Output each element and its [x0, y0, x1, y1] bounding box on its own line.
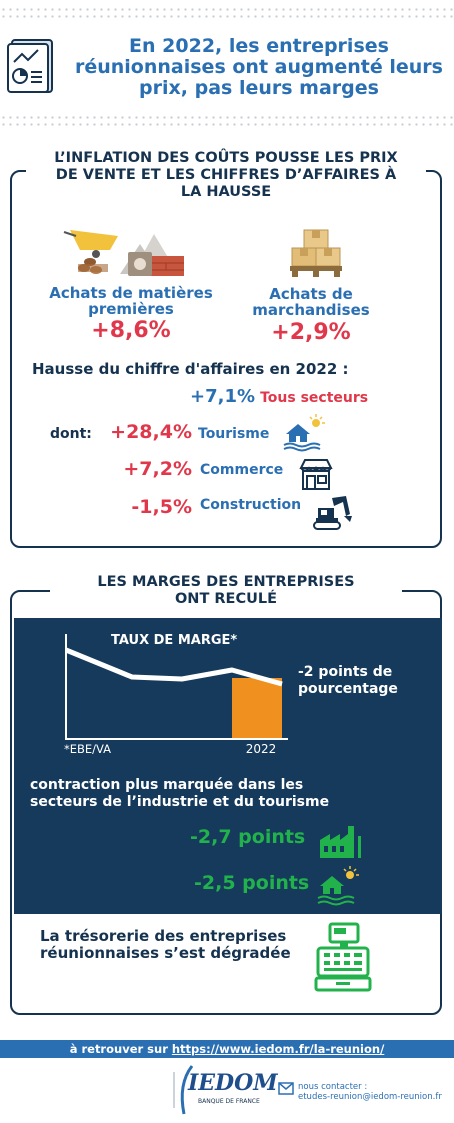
construction-value: -1,5%: [131, 496, 192, 518]
all-sectors-value: +7,1%: [190, 386, 256, 407]
dont-label: dont:: [50, 426, 92, 442]
contact-email[interactable]: etudes-reunion@iedom-reunion.fr: [298, 1092, 442, 1102]
iedom-logo-subtext: BANQUE DE FRANCE: [198, 1098, 260, 1105]
footer-prefix: à retrouver sur: [69, 1042, 172, 1056]
label-line: Achats de: [269, 285, 353, 303]
tourism-icon: [283, 414, 325, 452]
section-title-line: DE VENTE ET LES CHIFFRES D’AFFAIRES À: [55, 167, 397, 183]
dots-divider-top: [0, 6, 454, 22]
tourism-label: Tourisme: [198, 426, 270, 442]
boxes-icon: [290, 229, 342, 277]
iedom-logo: IEDOM BANQUE DE FRANCE: [168, 1064, 278, 1116]
treasury-text: La trésorerie des entreprises réunionnai…: [40, 928, 320, 962]
iedom-logo-mark: [173, 1065, 194, 1115]
all-sectors-row: +7,1% Tous secteurs: [190, 386, 440, 407]
label-line: marchandises: [252, 301, 370, 319]
construction-label: Construction: [200, 497, 302, 513]
goods-label: Achats de marchandises: [226, 286, 396, 318]
shop-icon: [299, 459, 333, 490]
iedom-logo-text: IEDOM: [188, 1070, 278, 1096]
treasury-line: réunionnaises s’est dégradée: [40, 944, 291, 962]
tourism-icon: [317, 866, 359, 906]
title-line: réunionnaises ont augmenté leurs: [74, 56, 443, 78]
iedom-website-link[interactable]: https://www.iedom.fr/la-reunion/: [171, 1042, 385, 1056]
year-2022-bar: [232, 678, 282, 740]
commerce-value: +7,2%: [123, 458, 192, 480]
title-line: En 2022, les entreprises: [129, 35, 389, 57]
all-sectors-label: Tous secteurs: [260, 390, 369, 406]
margins-panel: [14, 618, 442, 914]
excavator-icon: [313, 496, 352, 530]
raw-materials-label: Achats de matières premières: [36, 285, 226, 317]
inflation-section-title: L’INFLATION DES COÛTS POUSSE LES PRIX DE…: [26, 150, 426, 201]
margin-rate-line: [65, 647, 283, 687]
mail-icon: [278, 1082, 294, 1095]
section-title-line: L’INFLATION DES COÛTS POUSSE LES PRIX: [54, 150, 398, 166]
contraction-text: contraction plus marquée dans les secteu…: [30, 777, 430, 811]
factory-icon: [320, 826, 361, 858]
turnover-label: Hausse du chiffre d'affaires en 2022 :: [32, 360, 349, 378]
report-chart-icon: [7, 39, 53, 93]
margin-rate-chart: [65, 634, 288, 740]
raw-materials-icon: [63, 230, 184, 276]
dots-divider-bottom: [0, 114, 454, 130]
margins-section-title: LES MARGES DES ENTREPRISES ONT RECULÉ: [50, 574, 402, 608]
label-line: premières: [88, 300, 174, 318]
label-line: Achats de matières: [49, 284, 213, 302]
section-title-line: ONT RECULÉ: [174, 591, 278, 607]
commerce-label: Commerce: [200, 462, 284, 478]
footer-link-bar: à retrouver sur https://www.iedom.fr/la-…: [0, 1040, 454, 1058]
section-title-line: LES MARGES DES ENTREPRISES: [97, 574, 355, 590]
change-line: -2 points de: [298, 664, 393, 680]
contact-block: nous contacter : etudes-reunion@iedom-re…: [298, 1082, 442, 1102]
raw-materials-value: +8,6%: [91, 318, 171, 343]
industry-points: -2,7 points: [190, 826, 306, 848]
chart-title: TAUX DE MARGE*: [111, 633, 238, 648]
cash-register-icon: [314, 922, 372, 992]
change-line: pourcentage: [298, 681, 398, 697]
treasury-line: La trésorerie des entreprises: [40, 927, 287, 945]
chart-year-label: 2022: [245, 742, 277, 756]
margin-change-label: -2 points de pourcentage: [298, 664, 438, 698]
page-title: En 2022, les entreprises réunionnaises o…: [74, 36, 444, 99]
contraction-line: contraction plus marquée dans les: [30, 777, 304, 793]
chart-note: *EBE/VA: [64, 742, 112, 756]
tourism-points: -2,5 points: [194, 872, 310, 894]
title-line: prix, pas leurs marges: [139, 77, 379, 99]
contact-label: nous contacter :: [298, 1082, 368, 1092]
contraction-line: secteurs de l’industrie et du tourisme: [30, 794, 330, 810]
section-title-line: LA HAUSSE: [180, 184, 272, 200]
tourism-value: +28,4%: [110, 421, 192, 443]
goods-value: +2,9%: [271, 320, 351, 345]
